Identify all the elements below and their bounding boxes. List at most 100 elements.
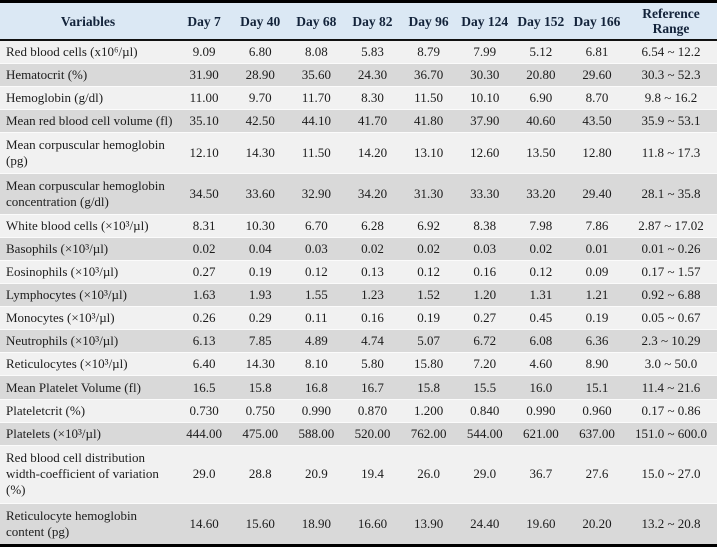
column-header-day-96: Day 96 — [400, 1, 457, 41]
value-cell: 16.7 — [344, 375, 401, 400]
table-body: Red blood cells (x10⁶/µl) 9.09 6.80 8.08 5.8… — [0, 40, 717, 546]
value-cell: 13.50 — [512, 132, 569, 174]
value-cell: 1.23 — [344, 283, 401, 307]
reference-range-cell: 0.01 ~ 0.26 — [625, 236, 717, 261]
value-cell: 0.13 — [344, 260, 401, 284]
value-cell: 27.6 — [568, 444, 625, 504]
value-cell: 0.16 — [456, 260, 513, 284]
value-cell: 1.21 — [568, 283, 625, 307]
reference-range-cell: 30.3 ~ 52.3 — [625, 63, 717, 87]
column-header-day-124: Day 124 — [456, 1, 513, 41]
table-row-plateletcrit: Plateletcrit (%) 0.730 0.750 0.990 0.870 1.20… — [0, 398, 717, 423]
variable-cell: Monocytes (×10³/µl) — [0, 306, 176, 330]
variable-cell: Red blood cells (x10⁶/µl) — [6, 44, 138, 60]
column-header-day-82: Day 82 — [344, 1, 401, 41]
value-cell: 29.60 — [568, 63, 625, 87]
reference-range-cell: 0.17 ~ 1.57 — [625, 260, 717, 284]
value-cell: 0.990 — [288, 398, 345, 423]
value-cell: 8.70 — [568, 86, 625, 110]
value-cell: 520.00 — [344, 421, 401, 446]
value-cell: 33.60 — [232, 173, 289, 215]
value-cell: 16.5 — [176, 375, 233, 400]
value-cell: 0.03 — [456, 236, 513, 261]
value-cell: 11.70 — [288, 86, 345, 110]
value-cell: 18.90 — [288, 503, 345, 546]
value-cell: 11.00 — [176, 86, 233, 110]
value-cell: 20.9 — [288, 444, 345, 504]
variable-cell: Reticulocytes (×10³/µl) — [0, 352, 176, 376]
value-cell: 28.8 — [232, 444, 289, 504]
reference-range-cell: 15.0 ~ 27.0 — [625, 444, 717, 504]
value-cell: 33.30 — [456, 173, 513, 215]
column-header-variables: Variables — [0, 1, 176, 41]
value-cell: 0.12 — [400, 260, 457, 284]
value-cell: 14.30 — [232, 132, 289, 174]
value-cell: 14.60 — [176, 503, 233, 546]
value-cell: 0.04 — [232, 236, 289, 261]
value-cell: 28.90 — [232, 63, 289, 87]
variable-cell: Mean Platelet Volume (fl) — [0, 375, 176, 400]
value-cell: 36.7 — [512, 444, 569, 504]
value-cell: 43.50 — [568, 109, 625, 133]
value-cell: 544.00 — [456, 421, 513, 446]
table-row-hemoglobin-g-dl: Hemoglobin (g/dl) 11.00 9.70 11.70 8.30 11.50… — [0, 86, 717, 110]
value-cell: 31.90 — [176, 63, 233, 87]
value-cell: 0.45 — [512, 306, 569, 330]
variable-cell: Lymphocytes (×10³/µl) — [0, 283, 176, 307]
value-cell: 11.50 — [288, 132, 345, 174]
value-cell: 10.10 — [456, 86, 513, 110]
value-cell: 6.40 — [176, 352, 233, 376]
value-cell: 6.36 — [568, 329, 625, 353]
column-header-day-40: Day 40 — [232, 1, 289, 41]
column-header-day-7: Day 7 — [176, 1, 233, 41]
column-header-day-152: Day 152 — [512, 1, 569, 41]
value-cell: 11.50 — [400, 86, 457, 110]
value-cell: 0.16 — [344, 306, 401, 330]
table-row-basophils-10-l: Basophils (×10³/µl) 0.02 0.04 0.03 0.02 0.02 0… — [0, 236, 717, 261]
value-cell: 29.40 — [568, 173, 625, 215]
value-cell: 762.00 — [400, 421, 457, 446]
value-cell: 40.60 — [512, 109, 569, 133]
value-cell: 8.79 — [417, 44, 440, 60]
table-row-reticulocyte-hemoglobin-content-pg: Reticulocyte hemoglobin content (pg) 14.6… — [0, 503, 717, 546]
table-row-lymphocytes-10-l: Lymphocytes (×10³/µl) 1.63 1.93 1.55 1.23 1.5… — [0, 283, 717, 307]
value-cell: 6.28 — [344, 213, 401, 238]
value-cell: 16.8 — [288, 375, 345, 400]
reference-range-cell: 2.87 ~ 17.02 — [625, 213, 717, 238]
value-cell: 16.0 — [512, 375, 569, 400]
value-cell: 12.60 — [456, 132, 513, 174]
value-cell: 4.89 — [288, 329, 345, 353]
variable-cell: Hemoglobin (g/dl) — [0, 86, 176, 110]
reference-range-cell: 13.2 ~ 20.8 — [625, 503, 717, 546]
value-cell: 12.80 — [568, 132, 625, 174]
reference-range-cell: 0.05 ~ 0.67 — [625, 306, 717, 330]
column-header-day-68: Day 68 — [288, 1, 345, 41]
value-cell: 26.0 — [400, 444, 457, 504]
value-cell: 12.10 — [176, 132, 233, 174]
value-cell: 0.02 — [512, 236, 569, 261]
value-cell: 1.200 — [400, 398, 457, 423]
value-cell: 0.840 — [456, 398, 513, 423]
value-cell: 7.99 — [473, 44, 497, 60]
value-cell: 24.40 — [456, 503, 513, 546]
value-cell: 30.30 — [456, 63, 513, 87]
value-cell: 8.10 — [288, 352, 345, 376]
variable-cell: Eosinophils (×10³/µl) — [0, 260, 176, 284]
value-cell: 31.30 — [400, 173, 457, 215]
value-cell: 0.02 — [344, 236, 401, 261]
value-cell: 6.13 — [176, 329, 233, 353]
table-row-mean-corpuscular-hemoglobin-pg: Mean corpuscular hemoglobin (pg) 12.10 14.… — [0, 132, 717, 174]
value-cell: 41.70 — [344, 109, 401, 133]
value-cell: 4.60 — [512, 352, 569, 376]
value-cell: 19.60 — [512, 503, 569, 546]
value-cell: 9.70 — [232, 86, 289, 110]
value-cell: 4.74 — [344, 329, 401, 353]
value-cell: 637.00 — [568, 421, 625, 446]
value-cell: 6.08 — [512, 329, 569, 353]
value-cell: 13.90 — [400, 503, 457, 546]
value-cell: 1.31 — [512, 283, 569, 307]
value-cell: 5.12 — [529, 44, 553, 60]
value-cell: 41.80 — [400, 109, 457, 133]
value-cell: 35.60 — [288, 63, 345, 87]
